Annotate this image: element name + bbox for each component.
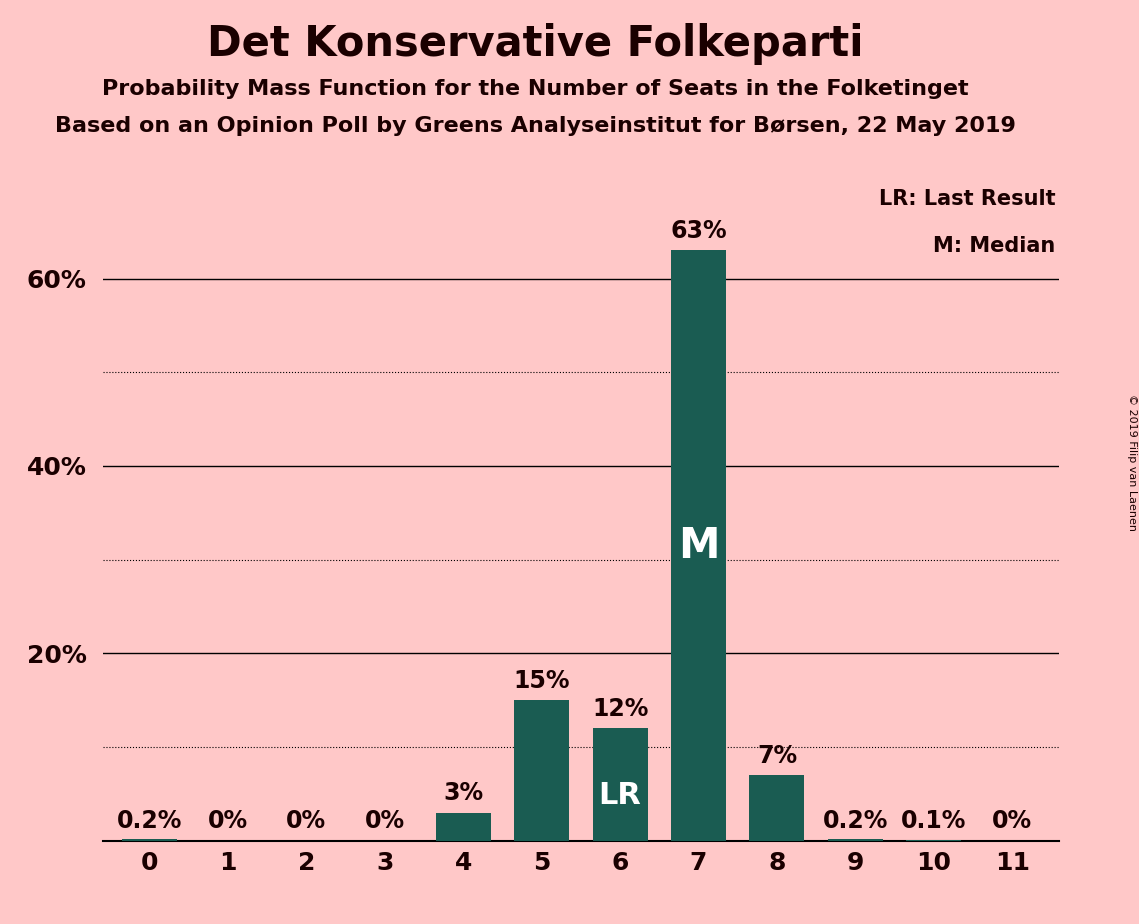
- Text: 12%: 12%: [592, 697, 648, 721]
- Bar: [514, 700, 570, 841]
- Text: M: Median: M: Median: [933, 237, 1056, 256]
- Bar: [436, 813, 491, 841]
- Bar: [671, 250, 726, 841]
- Text: © 2019 Filip van Laenen: © 2019 Filip van Laenen: [1126, 394, 1137, 530]
- Text: 0%: 0%: [992, 809, 1032, 833]
- Text: 0%: 0%: [364, 809, 404, 833]
- Text: 15%: 15%: [514, 669, 570, 693]
- Text: 63%: 63%: [670, 219, 727, 243]
- Text: 0%: 0%: [208, 809, 248, 833]
- Text: Probability Mass Function for the Number of Seats in the Folketinget: Probability Mass Function for the Number…: [103, 79, 968, 99]
- Bar: [749, 775, 804, 841]
- Bar: [828, 839, 883, 841]
- Text: 0.1%: 0.1%: [901, 809, 967, 833]
- Text: 0.2%: 0.2%: [822, 809, 888, 833]
- Text: M: M: [678, 525, 719, 566]
- Text: LR: Last Result: LR: Last Result: [878, 189, 1056, 210]
- Text: 0%: 0%: [286, 809, 327, 833]
- Text: Det Konservative Folkeparti: Det Konservative Folkeparti: [207, 23, 863, 65]
- Bar: [592, 728, 648, 841]
- Text: 0.2%: 0.2%: [117, 809, 182, 833]
- Text: 3%: 3%: [443, 781, 483, 805]
- Bar: [122, 839, 177, 841]
- Bar: [907, 840, 961, 841]
- Text: Based on an Opinion Poll by Greens Analyseinstitut for Børsen, 22 May 2019: Based on an Opinion Poll by Greens Analy…: [55, 116, 1016, 136]
- Text: LR: LR: [599, 782, 641, 810]
- Text: 7%: 7%: [757, 744, 797, 768]
